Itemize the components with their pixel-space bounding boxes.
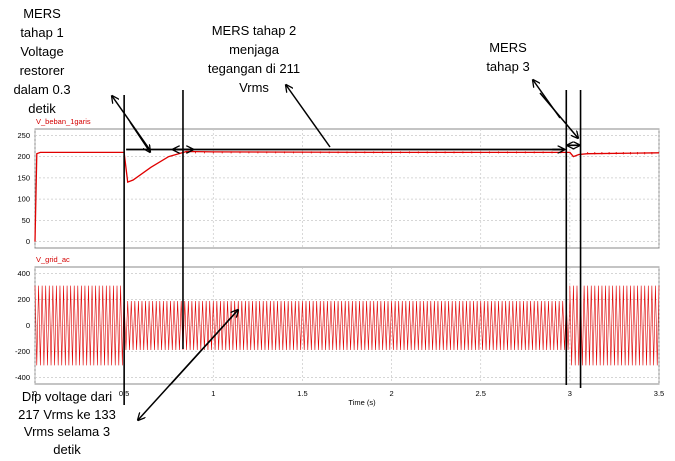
x-tick-label: 1.5 [297,389,307,398]
annotation-mers-tahap-1: MERS tahap 1 Voltage restorer dalam 0.3 … [13,6,71,116]
annotation-mers-tahap-3: MERS tahap 3 [486,40,530,74]
series-line-v-grid [34,285,660,366]
series-line-v-beban [34,150,660,242]
x-tick-label: 1 [211,389,215,398]
x-tick-label: 2.5 [475,389,485,398]
annotation-mers-tahap-2: MERS tahap 2 menjaga tegangan di 211 Vrm… [207,23,301,95]
panel-v-grid: -400-2000200400V_grid_ac00.511.522.533.5… [15,255,664,407]
x-axis-label: Time (s) [348,398,376,407]
y-tick-label: 250 [17,131,30,140]
annotation-dip-voltage: Dip voltage dari 217 Vrms ke 133 Vrms se… [18,389,116,457]
x-tick-label: 0 [33,389,37,398]
arrow-tahap-3-up [533,80,561,119]
y-tick-label: 50 [22,216,30,225]
panel-title: V_beban_1garis [36,117,91,126]
y-tick-label: 200 [17,295,30,304]
arrow-dip-up [169,310,238,386]
y-tick-label: 0 [26,321,30,330]
panel-title: V_grid_ac [36,255,70,264]
y-tick-label: 150 [17,173,30,182]
arrow-tahap-1-down [129,121,150,152]
y-tick-label: 200 [17,152,30,161]
y-tick-label: -200 [15,347,30,356]
panel-v-beban: 0 50 100 150 200 250 V_beban_1garis [17,117,660,249]
x-tick-label: 2 [389,389,393,398]
x-tick-label: 3 [568,389,572,398]
y-tick-label: -400 [15,373,30,382]
plot-frame [34,128,660,249]
y-tick-label: 0 [26,237,30,246]
x-tick-label: 3.5 [654,389,664,398]
y-tick-label: 100 [17,195,30,204]
arrow-tahap-2-up [286,85,331,148]
y-tick-label: 400 [17,269,30,278]
annotation-lines [112,80,582,420]
